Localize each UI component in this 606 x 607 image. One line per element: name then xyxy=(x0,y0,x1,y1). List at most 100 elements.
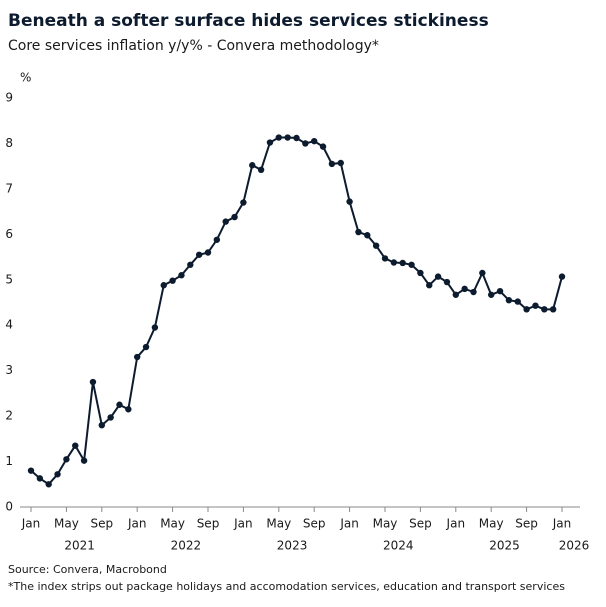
y-tick-label: 5 xyxy=(5,272,13,286)
x-year-label: 2026 xyxy=(559,539,590,553)
data-point xyxy=(399,259,406,267)
y-tick-label: 2 xyxy=(5,409,13,423)
data-point xyxy=(346,198,353,205)
data-point xyxy=(505,297,513,304)
y-tick-label: 3 xyxy=(5,363,13,377)
x-tick-label: Jan xyxy=(552,517,572,531)
data-point xyxy=(479,269,486,277)
data-point xyxy=(355,228,362,236)
x-tick-label: Jan xyxy=(233,517,253,531)
data-point xyxy=(284,134,291,141)
data-point xyxy=(364,232,371,239)
x-tick-label: May xyxy=(266,517,291,531)
x-tick-label: May xyxy=(479,517,504,531)
data-point xyxy=(72,442,79,449)
data-point xyxy=(125,406,132,413)
data-point xyxy=(240,199,247,206)
x-tick-label: Jan xyxy=(127,517,147,531)
x-tick-label: May xyxy=(373,517,398,531)
data-point xyxy=(195,251,203,258)
data-point xyxy=(452,291,459,298)
data-point xyxy=(302,140,309,147)
x-tick-label: Sep xyxy=(409,517,432,531)
source: Source: Convera, Macrobond xyxy=(8,563,167,576)
data-point xyxy=(461,285,468,293)
y-tick-label: 9 xyxy=(5,91,13,105)
x-year-label: 2023 xyxy=(277,539,308,553)
chart-subtitle: Core services inflation y/y% - Convera m… xyxy=(8,38,379,54)
data-point xyxy=(514,298,521,305)
data-point xyxy=(311,137,318,145)
data-point xyxy=(426,282,433,289)
y-axis-label: % xyxy=(20,71,31,85)
data-point xyxy=(178,272,185,279)
data-point xyxy=(107,414,114,421)
x-tick-label: Sep xyxy=(515,517,538,531)
data-point xyxy=(372,242,380,249)
data-point xyxy=(89,378,97,386)
data-point xyxy=(116,401,123,408)
data-point xyxy=(213,236,221,243)
data-point xyxy=(496,287,504,295)
y-tick-label: 6 xyxy=(5,227,13,241)
data-point xyxy=(151,324,159,331)
data-point xyxy=(549,306,557,313)
data-point xyxy=(293,134,300,142)
x-tick-label: Sep xyxy=(90,517,113,531)
y-tick-label: 1 xyxy=(5,454,13,468)
line-series xyxy=(30,136,563,486)
x-tick-label: May xyxy=(54,517,79,531)
data-point xyxy=(390,259,398,266)
data-point xyxy=(541,306,548,313)
data-point xyxy=(266,139,274,146)
data-point xyxy=(470,288,477,296)
y-tick-label: 8 xyxy=(5,136,13,150)
data-point xyxy=(319,143,327,150)
footnote: *The index strips out package holidays a… xyxy=(8,580,565,593)
data-point xyxy=(204,249,212,256)
x-year-label: 2024 xyxy=(383,539,414,553)
data-point xyxy=(160,282,167,289)
data-point xyxy=(80,457,88,464)
data-point xyxy=(249,162,256,169)
data-point xyxy=(27,467,35,474)
data-point xyxy=(36,475,44,482)
chart-title: Beneath a softer surface hides services … xyxy=(8,11,489,31)
data-point xyxy=(142,343,150,351)
data-point xyxy=(523,306,530,313)
data-point xyxy=(443,278,451,286)
data-point xyxy=(488,291,495,298)
data-point xyxy=(532,302,539,309)
data-point xyxy=(381,255,389,262)
data-point xyxy=(98,422,106,429)
data-point xyxy=(337,159,344,167)
x-year-label: 2021 xyxy=(64,539,95,553)
data-point xyxy=(434,273,442,280)
y-tick-label: 0 xyxy=(5,500,13,514)
x-tick-label: Sep xyxy=(303,517,326,531)
data-point xyxy=(187,261,194,268)
data-point xyxy=(63,456,70,463)
data-point xyxy=(408,261,415,268)
data-point xyxy=(275,134,282,141)
x-year-label: 2022 xyxy=(171,539,202,553)
x-tick-label: Jan xyxy=(339,517,359,531)
x-tick-label: May xyxy=(160,517,185,531)
x-tick-label: Jan xyxy=(446,517,466,531)
data-point xyxy=(231,213,238,221)
x-tick-label: Sep xyxy=(197,517,220,531)
x-tick-label: Jan xyxy=(21,517,41,531)
x-year-label: 2025 xyxy=(489,539,520,553)
data-point xyxy=(558,273,566,280)
data-point xyxy=(257,166,265,174)
data-point xyxy=(134,353,141,361)
data-point xyxy=(54,471,61,478)
data-point xyxy=(169,277,176,284)
data-point xyxy=(45,481,52,488)
data-point xyxy=(222,218,229,225)
y-tick-label: 4 xyxy=(5,318,13,332)
y-tick-label: 7 xyxy=(5,181,13,195)
data-point xyxy=(328,160,336,168)
data-point xyxy=(417,269,424,277)
